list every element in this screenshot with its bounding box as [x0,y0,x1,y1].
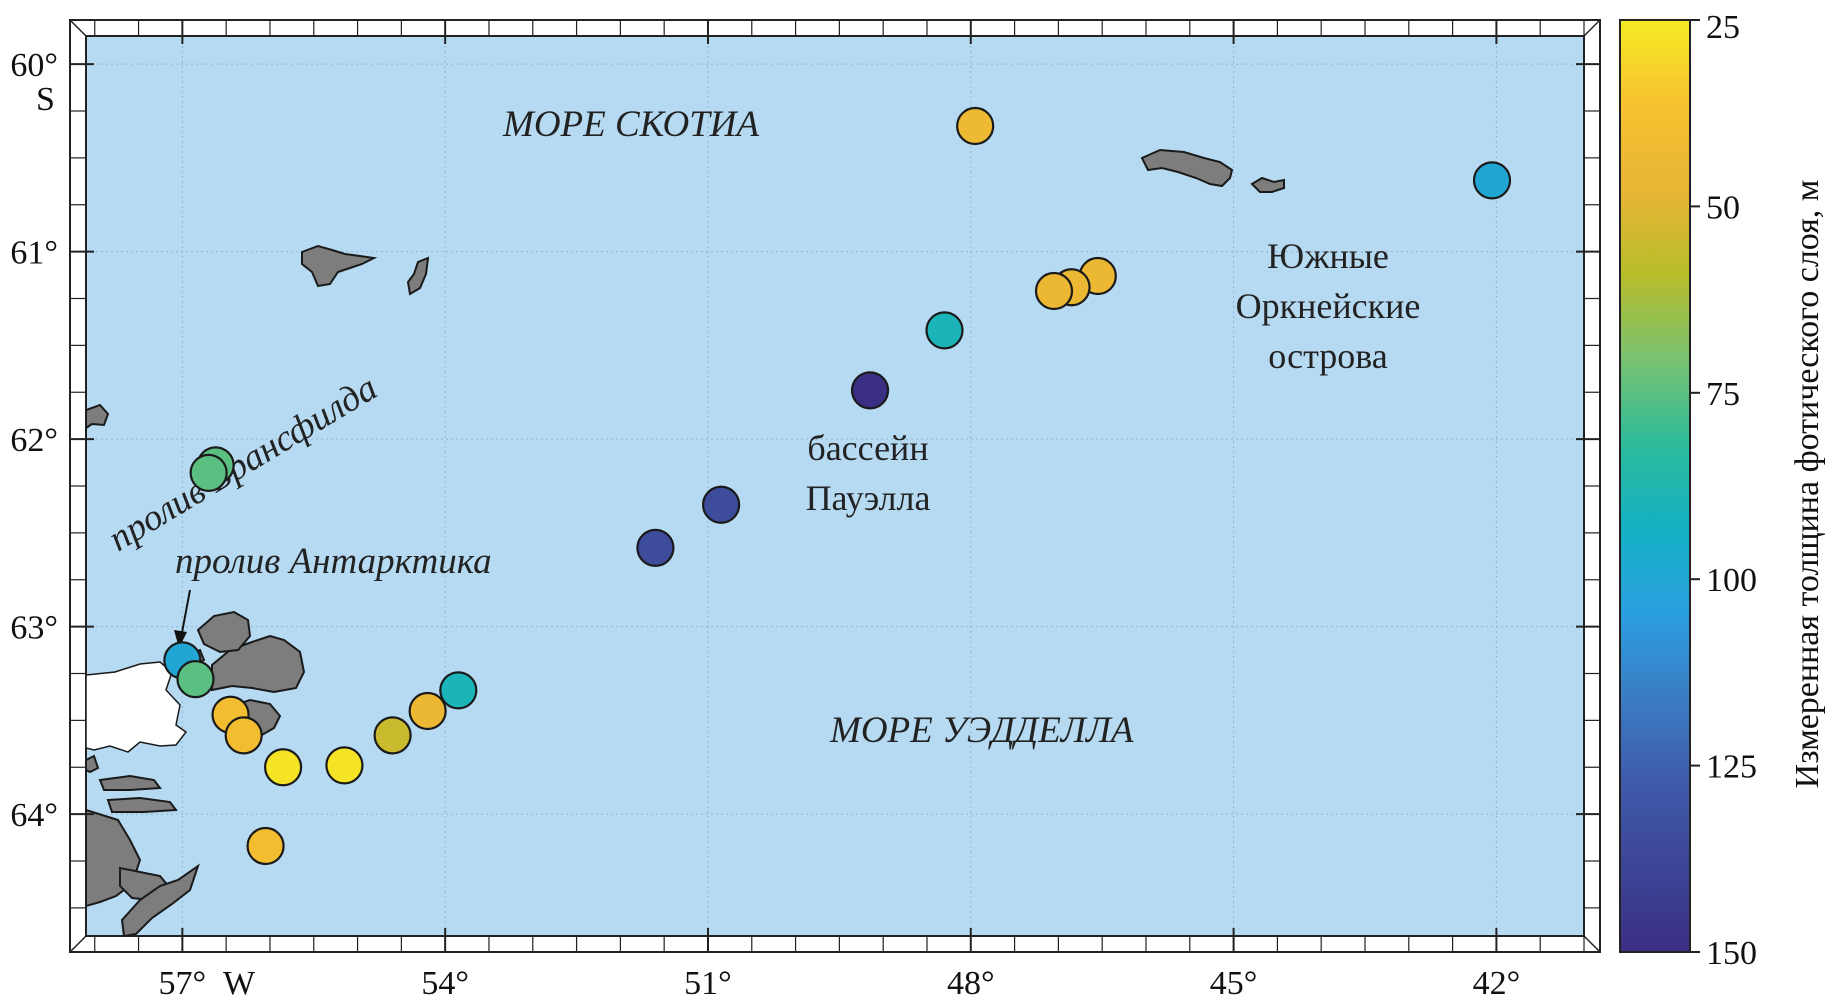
lon-tick-label: 42° [1473,965,1521,1002]
south-orkney-label-line-1: Южные [1267,236,1389,276]
south-orkney-label-line-2: Оркнейские [1236,286,1421,326]
clarence-island [406,256,430,296]
station-point [1034,271,1074,311]
station-point [1472,161,1512,200]
antarctic-sound-arrow [174,589,191,648]
axis-ticks [70,20,1600,952]
station-point [176,660,215,699]
powell-basin-label: бассейн Пауэлла [806,428,931,518]
graticule [86,36,1584,936]
small-peninsula-islet [86,754,100,774]
station-point [636,528,675,567]
lon-hemisphere-label: W [223,965,256,1002]
lon-tick-label: 54° [421,965,469,1002]
island-strip-2 [106,796,178,813]
colorbar-tick-label: 150 [1706,935,1757,972]
station-point [408,691,447,731]
frame-corner [69,19,87,37]
lat-tick-label: 64° [10,797,58,834]
lon-tick-label: 48° [947,965,995,1002]
dundee-island [196,610,252,654]
frame-corner [1583,19,1601,37]
elephant-island [301,244,378,288]
powell-basin-label-line-2: Пауэлла [806,478,931,518]
lat-tick-label: 62° [10,422,58,459]
station-point [264,748,303,787]
station-point [850,371,890,410]
station-point [439,671,478,710]
colorbar-title: Измеренная толщина фотического слоя, м [1789,180,1826,789]
laurie-island [1250,176,1285,193]
lat-hemisphere-label: S [36,81,55,118]
powell-basin-label-line-1: бассейн [807,428,928,468]
colorbar-tick-label: 100 [1706,562,1757,599]
lon-tick-label: 57° [159,965,207,1002]
colorbar-tick-label: 125 [1706,749,1757,786]
ocean-area [85,35,1585,937]
station-point [246,826,285,866]
colorbar [1619,19,1691,953]
coronation-island [1140,148,1234,188]
measurement-stations [163,106,1512,866]
scotia-sea-label: МОРЕ СКОТИА [502,104,760,145]
island-small-nw [86,403,110,430]
station-point [325,746,364,785]
colorbar-tick-label: 50 [1706,189,1740,226]
colorbar-ticks: 25 50 75 100 125 150 [1690,9,1757,972]
frame-corner [1583,935,1601,953]
weddell-sea-label: МОРЕ УЭДДЕЛЛА [829,710,1134,751]
station-point [373,716,412,755]
frame-corner [69,935,87,953]
lat-tick-label: 63° [10,610,58,647]
station-point [224,716,263,755]
south-orkney-label: Южные Оркнейские острова [1236,236,1421,376]
antarctic-peninsula-ice [86,661,188,753]
island-strip-1 [98,774,162,791]
station-point [956,106,995,146]
antarctic-sound-label: пролив Антарктика [175,541,492,582]
station-point [925,311,964,350]
landmasses [86,148,1285,936]
south-orkney-label-line-3: острова [1268,336,1388,376]
lon-tick-label: 51° [684,965,732,1002]
colorbar-tick-label: 75 [1706,376,1740,413]
lon-tick-label: 45° [1210,965,1258,1002]
lat-tick-label: 61° [10,235,58,272]
colorbar-tick-label: 25 [1706,9,1740,46]
station-point [189,453,228,492]
axis-tick-labels: 57° 54° 51° 48° 45° 42° 60° 61° 62° 63° 64° [10,47,1520,1002]
station-point [702,485,741,524]
lat-tick-label: 60° [10,47,58,84]
island-south-coast [120,863,200,936]
